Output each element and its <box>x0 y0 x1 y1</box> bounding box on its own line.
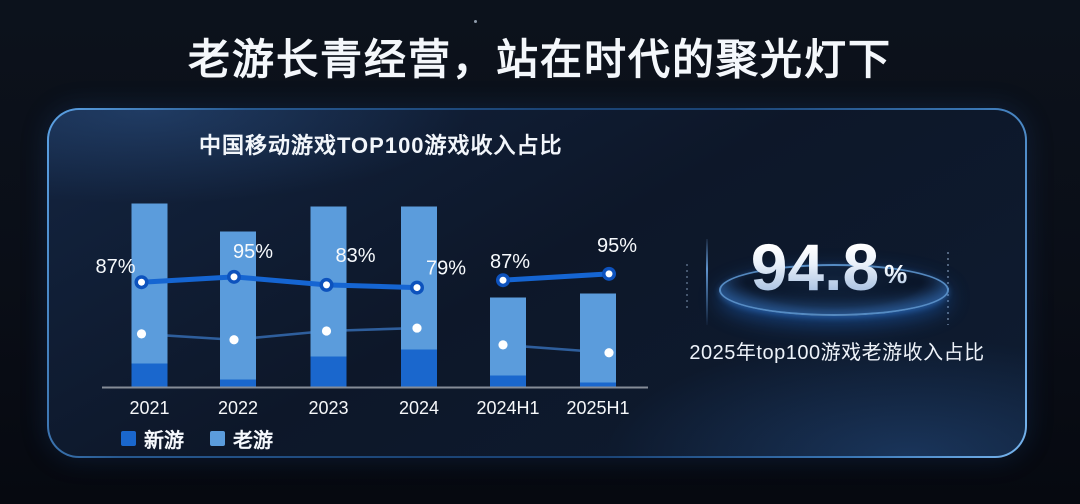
bar-new-games-2022 <box>220 379 256 388</box>
old-share-label-2023: 83% <box>335 245 375 267</box>
legend-label-new-games: 新游 <box>144 430 184 452</box>
old-share-line <box>500 271 612 283</box>
old-share-point-core-2021 <box>138 278 145 286</box>
old-share-point-core-2022 <box>230 273 238 281</box>
new-share-point-2024H1 <box>498 340 508 350</box>
bar-old-games-2025H1 <box>580 293 616 383</box>
headline-metric: 94.8% <box>649 234 1009 300</box>
decor-dashes-left <box>686 264 688 310</box>
old-share-point-core-2025H1 <box>605 270 613 278</box>
old-share-label-2024H1: 87% <box>490 251 530 273</box>
bar-new-games-2025H1 <box>580 382 616 388</box>
legend-swatch-new-games <box>121 431 136 446</box>
bar-new-games-2023 <box>310 356 347 388</box>
new-share-point-2024 <box>412 323 422 333</box>
legend-swatch-old-games <box>210 431 225 446</box>
legend-item-new-games: 新游 <box>121 424 184 453</box>
page-title: 老游长青经营，站在时代的聚光灯下 <box>187 36 892 83</box>
glow-platform-ellipse <box>719 264 949 316</box>
bar-new-games-2024H1 <box>490 375 526 388</box>
category-label-2023: 2023 <box>308 398 348 418</box>
decor-vertical-line <box>706 239 708 325</box>
legend-label-old-games: 老游 <box>233 430 273 452</box>
revenue-share-chart: 87% 2021 95% 2022 83% 2023 79% 2024 87% 2024H1 95%… <box>62 162 682 462</box>
category-label-2025H1: 2025H1 <box>566 398 629 418</box>
new-share-line <box>141 326 418 342</box>
headline-metric-value: 94.8 <box>750 230 880 304</box>
category-label-2024: 2024 <box>399 398 439 418</box>
old-share-label-2022: 95% <box>233 241 273 263</box>
old-share-point-core-2024 <box>413 284 421 292</box>
decor-dot <box>474 20 477 23</box>
bar-new-games-2024 <box>401 349 437 388</box>
data-card: 中国移动游戏TOP100游戏收入占比 87% 2021 95% 2022 83% 2023… <box>47 108 1027 458</box>
new-share-point-2025H1 <box>604 348 614 358</box>
category-label-2024H1: 2024H1 <box>476 398 539 418</box>
headline-metric-unit: % <box>884 259 908 289</box>
bar-new-games-2021 <box>131 363 168 388</box>
bar-old-games-2022 <box>220 231 256 380</box>
old-share-point-core-2024H1 <box>499 276 507 284</box>
legend-item-old-games: 老游 <box>210 424 273 453</box>
category-label-2021: 2021 <box>129 398 169 418</box>
chart-legend: 新游 老游 <box>121 424 273 453</box>
old-share-label-2021: 87% <box>95 256 135 278</box>
chart-title: 中国移动游戏TOP100游戏收入占比 <box>199 133 563 158</box>
category-label-2022: 2022 <box>218 398 258 418</box>
old-share-label-2025H1: 95% <box>597 235 637 257</box>
new-share-point-2023 <box>321 326 332 336</box>
new-share-point-2022 <box>229 335 239 345</box>
old-share-label-2024: 79% <box>426 258 466 280</box>
new-share-point-2021 <box>136 329 147 339</box>
old-share-line <box>139 274 420 291</box>
chart-svg: 87% 2021 95% 2022 83% 2023 79% 2024 87% 2024H1 95%… <box>95 203 648 418</box>
bar-old-games-2024H1 <box>490 297 526 376</box>
old-share-point-core-2023 <box>323 281 330 289</box>
headline-metric-caption: 2025年top100游戏老游收入占比 <box>689 342 985 364</box>
